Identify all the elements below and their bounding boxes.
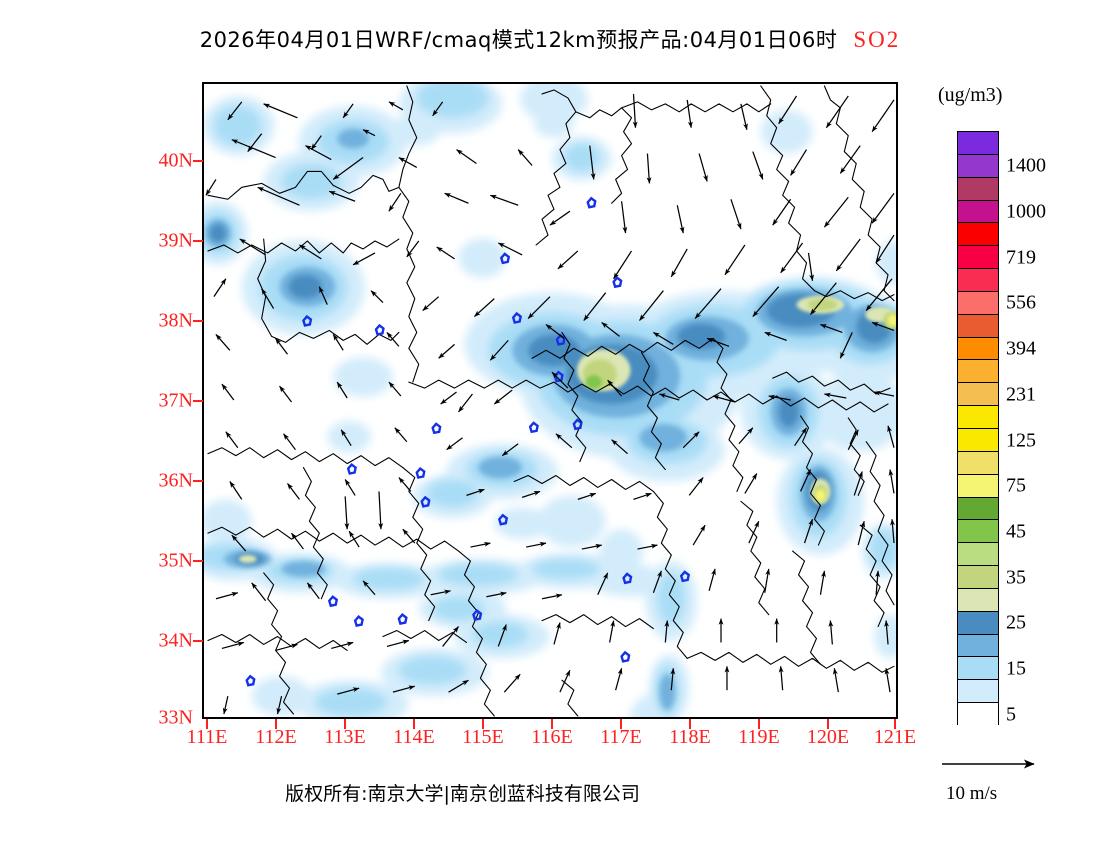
xtick-10: 121E xyxy=(873,726,917,748)
colorbar-cell-16 xyxy=(958,497,998,521)
title-species-label: SO2 xyxy=(853,27,901,52)
ytick-2: 38N xyxy=(158,309,193,332)
colorbar-label-719: 719 xyxy=(1006,246,1036,269)
ytick-4: 36N xyxy=(158,469,193,492)
colorbar-cell-6 xyxy=(958,269,998,292)
xtick-6: 117E xyxy=(600,726,642,748)
colorbar-cell-10 xyxy=(958,360,998,384)
right-arrow-icon xyxy=(942,759,1035,769)
xtick-5: 116E xyxy=(531,726,573,748)
colorbar-label-1000: 1000 xyxy=(1006,200,1046,223)
colorbar-cell-25 xyxy=(958,703,998,726)
colorbar-label-1400: 1400 xyxy=(1006,154,1046,177)
colorbar-cell-21 xyxy=(958,611,998,635)
xtick-3: 114E xyxy=(393,726,435,748)
colorbar-cell-22 xyxy=(958,634,998,658)
ytick-0: 40N xyxy=(158,149,193,172)
ytick-5: 35N xyxy=(158,549,193,572)
ytick-1: 39N xyxy=(158,229,193,252)
colorbar-label-25: 25 xyxy=(1006,611,1026,634)
administrative-boundaries xyxy=(207,85,895,717)
colorbar-cell-9 xyxy=(958,337,998,361)
colorbar-cell-19 xyxy=(958,566,998,589)
wind-scale-key xyxy=(938,752,1088,778)
ytick-7: 33N xyxy=(158,706,193,729)
colorbar-cell-11 xyxy=(958,383,998,407)
colorbar-cell-7 xyxy=(958,291,998,315)
colorbar-cell-5 xyxy=(958,246,998,270)
xtick-8: 119E xyxy=(738,726,780,748)
colorbar-label-231: 231 xyxy=(1006,383,1036,406)
colorbar-cell-2 xyxy=(958,177,998,201)
xtick-4: 115E xyxy=(462,726,504,748)
copyright-text: 版权所有:南京大学|南京创蓝科技有限公司 xyxy=(285,783,640,805)
colorbar-cell-18 xyxy=(958,543,998,567)
colorbar-unit-label: (ug/m3) xyxy=(938,84,1003,106)
colorbar-cell-23 xyxy=(958,657,998,681)
colorbar-cell-3 xyxy=(958,200,998,224)
colorbar-label-556: 556 xyxy=(1006,291,1036,314)
xtick-1: 112E xyxy=(255,726,297,748)
colorbar-cell-13 xyxy=(958,428,998,452)
colorbar-label-35: 35 xyxy=(1006,566,1026,589)
colorbar-cell-1 xyxy=(958,154,998,178)
map-canvas xyxy=(204,84,896,717)
colorbar-label-45: 45 xyxy=(1006,520,1026,543)
colorbar-cell-17 xyxy=(958,520,998,544)
colorbar-label-5: 5 xyxy=(1006,703,1016,726)
colorbar-cell-15 xyxy=(958,474,998,498)
ytick-3: 37N xyxy=(158,389,193,412)
colorbar-cell-4 xyxy=(958,223,998,247)
colorbar-cell-14 xyxy=(958,451,998,475)
xtick-2: 113E xyxy=(324,726,366,748)
xtick-9: 120E xyxy=(806,726,850,748)
colorbar-cell-8 xyxy=(958,314,998,338)
colorbar-label-394: 394 xyxy=(1006,337,1036,360)
colorbar[interactable] xyxy=(957,131,999,726)
colorbar-cell-0 xyxy=(958,132,998,155)
so2-concentration-field xyxy=(204,84,896,717)
colorbar-label-15: 15 xyxy=(1006,657,1026,680)
page-title: 2026年04月01日WRF/cmaq模式12km预报产品:04月01日06时 S… xyxy=(0,24,1100,54)
colorbar-cell-20 xyxy=(958,588,998,612)
colorbar-label-75: 75 xyxy=(1006,474,1026,497)
xtick-7: 118E xyxy=(669,726,711,748)
title-main-text: 2026年04月01日WRF/cmaq模式12km预报产品:04月01日06时 xyxy=(199,28,838,52)
wind-scale-label: 10 m/s xyxy=(946,783,998,804)
colorbar-cell-24 xyxy=(958,680,998,704)
colorbar-cell-12 xyxy=(958,406,998,429)
map-plot-area[interactable] xyxy=(202,82,898,719)
colorbar-label-125: 125 xyxy=(1006,429,1036,452)
xtick-0: 111E xyxy=(186,726,228,748)
wind-vector-field xyxy=(205,93,895,715)
ytick-6: 34N xyxy=(158,629,193,652)
